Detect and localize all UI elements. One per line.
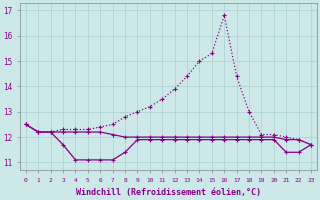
X-axis label: Windchill (Refroidissement éolien,°C): Windchill (Refroidissement éolien,°C) xyxy=(76,188,261,197)
